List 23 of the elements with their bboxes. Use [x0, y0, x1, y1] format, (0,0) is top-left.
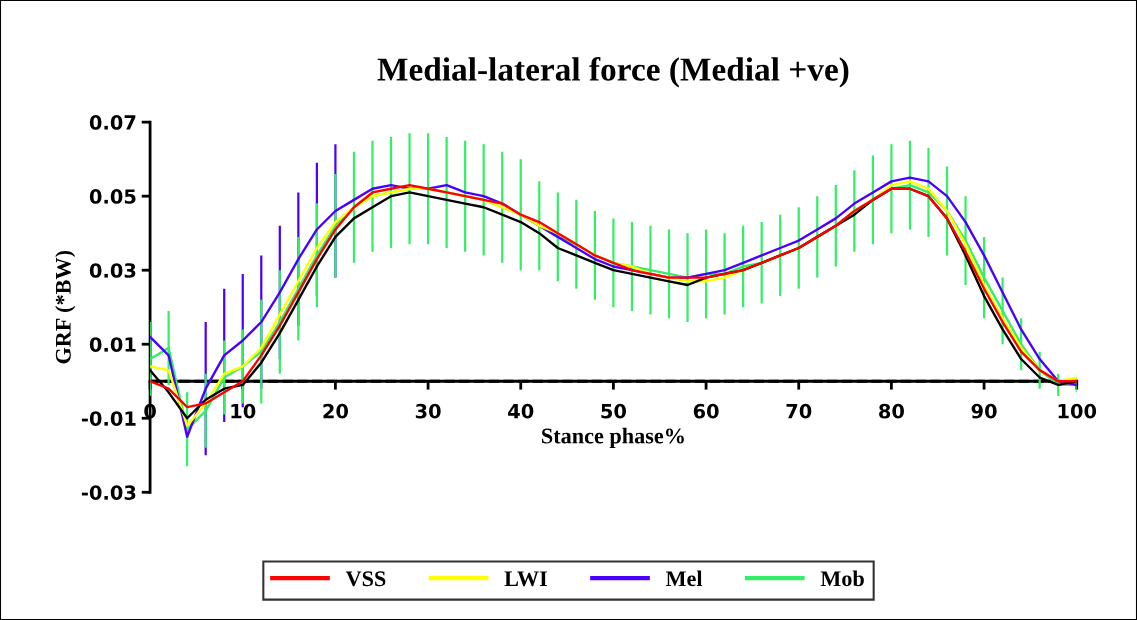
- legend-label: VSS: [345, 571, 386, 587]
- x-tick-label: 90: [971, 403, 997, 419]
- x-tick-label: 10: [231, 403, 256, 419]
- chart-title: Medial-lateral force (Medial +ve): [377, 57, 849, 88]
- x-tick-label: 60: [693, 403, 719, 419]
- y-tick-label: 0.05: [89, 189, 136, 204]
- y-tick-label: 0.07: [89, 115, 136, 130]
- y-axis-title: GRF (*BW): [55, 250, 76, 364]
- y-tick-label: -0.03: [81, 485, 136, 500]
- y-tick-label: 0.01: [89, 337, 136, 352]
- x-tick-label: 70: [786, 403, 812, 419]
- x-tick-label: 40: [508, 403, 534, 419]
- legend-label: Mel: [665, 570, 703, 587]
- y-tick-label: -0.01: [81, 411, 136, 426]
- x-tick-label: 20: [323, 403, 349, 419]
- x-axis-title: Stance phase%: [542, 427, 684, 448]
- y-tick-label: 0.03: [89, 263, 136, 278]
- x-tick-label: 80: [879, 403, 905, 419]
- x-tick-label: 30: [415, 403, 441, 419]
- x-tick-label: 50: [601, 403, 627, 419]
- legend-label: LWI: [504, 571, 548, 587]
- x-tick-label: 100: [1058, 403, 1097, 419]
- legend-label: Mob: [820, 570, 864, 587]
